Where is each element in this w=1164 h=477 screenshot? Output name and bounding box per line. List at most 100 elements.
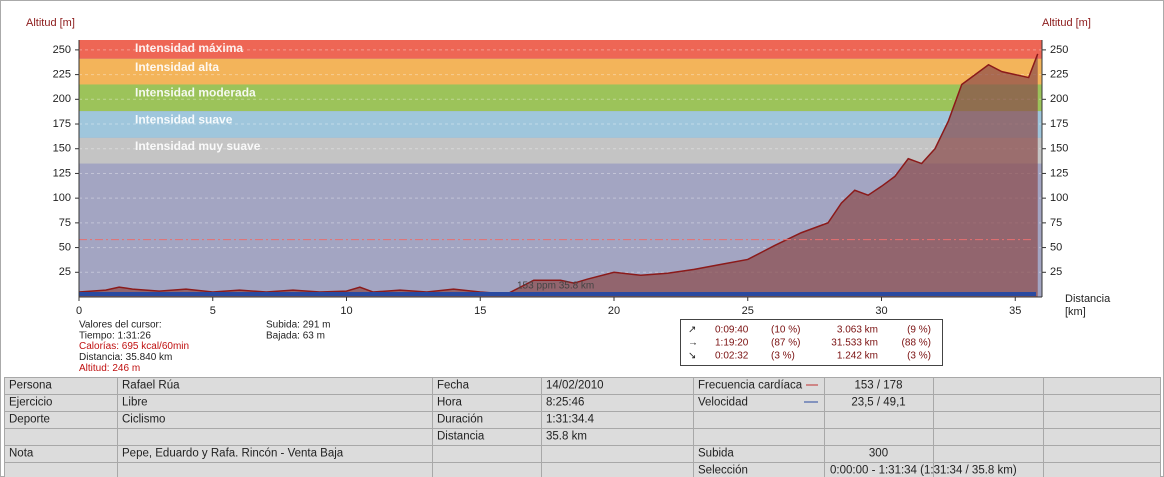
altitude-area <box>79 53 1038 297</box>
table-cell <box>693 428 825 446</box>
y2-tick-label: 150 <box>1050 143 1068 155</box>
cursor-value: Calorías: 695 kcal/60min <box>79 341 189 352</box>
table-cell <box>933 377 1044 395</box>
table-text: 8:25:46 <box>546 397 584 409</box>
speed-line <box>79 292 1036 296</box>
y2-tick-label: 25 <box>1050 266 1062 278</box>
stat-value: 1.242 km <box>837 351 878 362</box>
table-text: Hora <box>437 397 463 409</box>
table-text: Rafael Rúa <box>122 380 180 392</box>
table-text: Libre <box>122 397 148 409</box>
stat-icon: → <box>688 338 698 349</box>
table-cell <box>824 428 934 446</box>
zone <box>79 58 1042 85</box>
table-text: Duración <box>437 414 483 426</box>
table-cell <box>432 462 542 477</box>
x-tick-label: 25 <box>742 305 754 317</box>
y-tick-label: 175 <box>53 118 71 130</box>
stat-icon: ↗ <box>688 325 696 336</box>
stat-value: (88 %) <box>902 338 931 349</box>
table-cell <box>933 411 1044 429</box>
table-text: Pepe, Eduardo y Rafa. Rincón - Venta Baj… <box>122 448 344 460</box>
table-text: Selección <box>698 465 748 477</box>
y2-tick-label: 225 <box>1050 69 1068 81</box>
table-text: 300 <box>869 448 888 460</box>
y-tick-label: 125 <box>53 167 71 179</box>
table-text: Ciclismo <box>122 414 165 426</box>
table-text: 14/02/2010 <box>546 380 604 392</box>
table-text: Distancia <box>437 431 485 443</box>
y-tick-label: 100 <box>53 192 71 204</box>
table-cell <box>933 428 1044 446</box>
x-tick-label: 5 <box>210 305 216 317</box>
table-text: Nota <box>9 448 34 460</box>
y-axis-title: Altitud [m] <box>26 17 75 29</box>
stat-value: (10 %) <box>771 325 800 336</box>
table-text: Subida <box>698 448 734 460</box>
stat-value: 0:02:32 <box>715 351 749 362</box>
table-cell <box>693 411 825 429</box>
y-tick-label: 75 <box>59 217 71 229</box>
x-tick-label: 0 <box>76 305 82 317</box>
table-cell <box>4 462 118 477</box>
x-tick-label: 15 <box>474 305 486 317</box>
y2-tick-label: 125 <box>1050 167 1068 179</box>
cursor-label: 153 ppm 35.8 km <box>517 281 594 292</box>
x-tick-label: 30 <box>875 305 887 317</box>
table-text: Fecha <box>437 380 470 392</box>
table-cell <box>1043 445 1161 463</box>
cursor-value: Tiempo: 1:31:26 <box>79 330 151 341</box>
x-axis-title: Distancia <box>1065 293 1111 305</box>
y2-tick-label: 250 <box>1050 44 1068 56</box>
table-text: 35.8 km <box>546 431 587 443</box>
table-text: Persona <box>9 380 52 392</box>
table-cell <box>432 445 542 463</box>
y-tick-label: 25 <box>59 266 71 278</box>
table-text: Ejercicio <box>9 397 52 409</box>
x-tick-label: 35 <box>1009 305 1021 317</box>
y2-axis-title: Altitud [m] <box>1042 17 1091 29</box>
zone-label: Intensidad alta <box>135 60 219 74</box>
stat-value: 31.533 km <box>831 338 878 349</box>
x-tick-label: 10 <box>340 305 352 317</box>
stat-value: (9 %) <box>907 325 931 336</box>
zone-label: Intensidad suave <box>135 112 233 126</box>
y2-tick-label: 200 <box>1050 93 1068 105</box>
zone-label: Intensidad moderada <box>135 86 256 100</box>
stat-value: 1:19:20 <box>715 338 749 349</box>
y-tick-label: 150 <box>53 143 71 155</box>
y-tick-label: 50 <box>59 241 71 253</box>
table-cell <box>1043 411 1161 429</box>
table-cell <box>1043 428 1161 446</box>
y2-tick-label: 175 <box>1050 118 1068 130</box>
zone <box>79 111 1042 138</box>
table-text: Deporte <box>9 414 50 426</box>
zone <box>79 84 1042 112</box>
table-text: 23,5 / 49,1 <box>851 397 905 409</box>
stat-value: (87 %) <box>771 338 800 349</box>
stat-value: (3 %) <box>771 351 795 362</box>
y-tick-label: 250 <box>53 44 71 56</box>
table-text: 153 / 178 <box>855 380 903 392</box>
table-cell <box>1043 394 1161 412</box>
stat-value: (3 %) <box>907 351 931 362</box>
cursor-value: Valores del cursor: <box>79 320 162 331</box>
table-text: 0:00:00 - 1:31:34 (1:31:34 / 35.8 km) <box>830 465 1017 477</box>
cursor-value: Distancia: 35.840 km <box>79 352 172 363</box>
table-text: Frecuencia cardíaca <box>698 380 803 392</box>
table-cell <box>541 445 694 463</box>
table-cell <box>4 428 118 446</box>
zone <box>79 40 1042 59</box>
table-text: 1:31:34.4 <box>546 414 595 426</box>
y2-tick-label: 50 <box>1050 241 1062 253</box>
table-cell <box>541 462 694 477</box>
table-cell <box>1043 462 1161 477</box>
x-axis-title: [km] <box>1065 306 1086 318</box>
cursor-value: Subida: 291 m <box>266 320 331 331</box>
y-tick-label: 225 <box>53 69 71 81</box>
table-cell <box>117 394 433 412</box>
table-cell <box>933 394 1044 412</box>
y-tick-label: 200 <box>53 93 71 105</box>
